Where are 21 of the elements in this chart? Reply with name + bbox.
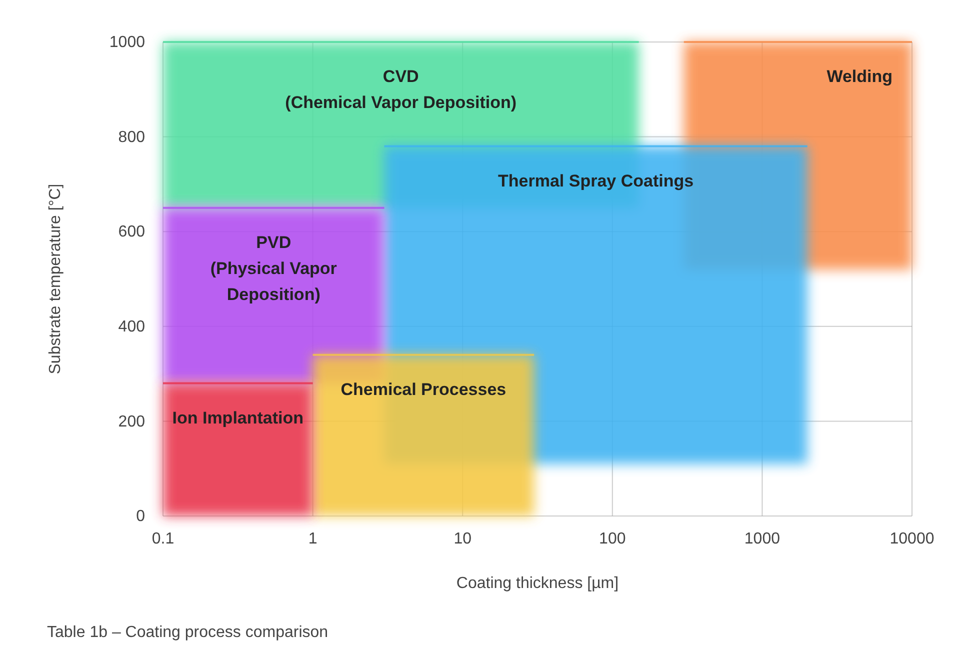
caption: Table 1b – Coating process comparison <box>47 624 328 641</box>
y-axis-title: Substrate temperature [°C] <box>47 184 64 374</box>
series-label: PVD (Physical Vapor Deposition) <box>210 232 338 304</box>
x-axis-title: Coating thickness [µm] <box>456 575 619 592</box>
series-label: Chemical Processes <box>340 380 506 399</box>
x-tick-label: 1 <box>308 530 318 548</box>
x-tick-label: 1000 <box>744 530 780 548</box>
y-tick-label: 600 <box>118 224 146 241</box>
y-tick-label: 400 <box>118 318 146 336</box>
x-tick-label: 10 <box>454 530 472 548</box>
x-tick-label: 10000 <box>890 530 934 548</box>
y-tick-label: 800 <box>118 128 146 146</box>
y-tick-label: 1000 <box>109 34 146 52</box>
x-tick-label: 0.1 <box>152 530 174 548</box>
series-label: CVD (Chemical Vapor Deposition) <box>285 67 517 112</box>
series-label: Ion Implantation <box>172 408 304 428</box>
y-tick-label: 0 <box>136 508 146 526</box>
series-label: Thermal Spray Coatings <box>498 171 694 190</box>
x-tick-label: 100 <box>599 530 626 548</box>
y-tick-label: 200 <box>118 413 146 430</box>
series-label: Welding <box>826 67 893 86</box>
